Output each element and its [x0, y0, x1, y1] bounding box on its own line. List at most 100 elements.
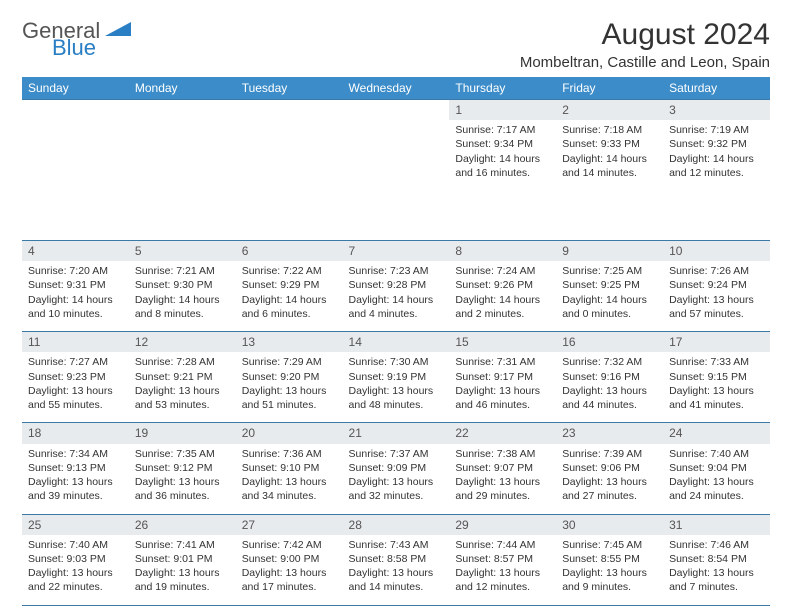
- weekday-header: Wednesday: [343, 77, 450, 100]
- day-number: 4: [22, 241, 129, 261]
- day-details: Sunrise: 7:34 AMSunset: 9:13 PMDaylight:…: [22, 444, 129, 514]
- day-details: Sunrise: 7:31 AMSunset: 9:17 PMDaylight:…: [449, 352, 556, 422]
- day-details: Sunrise: 7:36 AMSunset: 9:10 PMDaylight:…: [236, 444, 343, 514]
- daylight-line: Daylight: 14 hours and 8 minutes.: [135, 293, 230, 321]
- sunrise-line: Sunrise: 7:33 AM: [669, 355, 764, 369]
- weekday-header: Friday: [556, 77, 663, 100]
- sunrise-line: Sunrise: 7:18 AM: [562, 123, 657, 137]
- day-cell: 12Sunrise: 7:28 AMSunset: 9:21 PMDayligh…: [129, 332, 236, 423]
- sunset-line: Sunset: 9:01 PM: [135, 552, 230, 566]
- daylight-line: Daylight: 13 hours and 44 minutes.: [562, 384, 657, 412]
- sunset-line: Sunset: 9:21 PM: [135, 370, 230, 384]
- sunrise-line: Sunrise: 7:32 AM: [562, 355, 657, 369]
- sunset-line: Sunset: 9:19 PM: [349, 370, 444, 384]
- daylight-line: Daylight: 13 hours and 32 minutes.: [349, 475, 444, 503]
- daylight-line: Daylight: 14 hours and 16 minutes.: [455, 152, 550, 180]
- day-number: 16: [556, 332, 663, 352]
- day-number: 15: [449, 332, 556, 352]
- day-details: Sunrise: 7:29 AMSunset: 9:20 PMDaylight:…: [236, 352, 343, 422]
- weekday-header-row: SundayMondayTuesdayWednesdayThursdayFrid…: [22, 77, 770, 100]
- day-number: 11: [22, 332, 129, 352]
- daylight-line: Daylight: 13 hours and 27 minutes.: [562, 475, 657, 503]
- calendar-row: 1Sunrise: 7:17 AMSunset: 9:34 PMDaylight…: [22, 100, 770, 241]
- daylight-line: Daylight: 13 hours and 7 minutes.: [669, 566, 764, 594]
- weekday-header: Thursday: [449, 77, 556, 100]
- sunset-line: Sunset: 9:12 PM: [135, 461, 230, 475]
- day-details: Sunrise: 7:22 AMSunset: 9:29 PMDaylight:…: [236, 261, 343, 331]
- day-number: 29: [449, 515, 556, 535]
- daylight-line: Daylight: 13 hours and 24 minutes.: [669, 475, 764, 503]
- sunrise-line: Sunrise: 7:35 AM: [135, 447, 230, 461]
- month-title: August 2024: [520, 18, 770, 52]
- day-number: 31: [663, 515, 770, 535]
- day-cell: 16 Sunrise: 7:32 AMSunset: 9:16 PMDayligh…: [556, 332, 663, 423]
- sunset-line: Sunset: 9:20 PM: [242, 370, 337, 384]
- daylight-line: Daylight: 14 hours and 10 minutes.: [28, 293, 123, 321]
- day-cell: 30Sunrise: 7:45 AMSunset: 8:55 PMDayligh…: [556, 514, 663, 605]
- day-cell: 7Sunrise: 7:23 AMSunset: 9:28 PMDaylight…: [343, 241, 450, 332]
- sunset-line: Sunset: 9:03 PM: [28, 552, 123, 566]
- day-number: 14: [343, 332, 450, 352]
- day-cell: 25Sunrise: 7:40 AMSunset: 9:03 PMDayligh…: [22, 514, 129, 605]
- day-number: 25: [22, 515, 129, 535]
- day-number: 18: [22, 423, 129, 443]
- day-cell: 9Sunrise: 7:25 AMSunset: 9:25 PMDaylight…: [556, 241, 663, 332]
- sunrise-line: Sunrise: 7:28 AM: [135, 355, 230, 369]
- day-details: Sunrise: 7:24 AMSunset: 9:26 PMDaylight:…: [449, 261, 556, 331]
- day-number: 23: [556, 423, 663, 443]
- calendar-body: 1Sunrise: 7:17 AMSunset: 9:34 PMDaylight…: [22, 100, 770, 606]
- sunrise-line: Sunrise: 7:21 AM: [135, 264, 230, 278]
- calendar-row: 25Sunrise: 7:40 AMSunset: 9:03 PMDayligh…: [22, 514, 770, 605]
- day-number: 26: [129, 515, 236, 535]
- day-cell: 5Sunrise: 7:21 AMSunset: 9:30 PMDaylight…: [129, 241, 236, 332]
- empty-cell: [22, 100, 129, 241]
- sunrise-line: Sunrise: 7:19 AM: [669, 123, 764, 137]
- day-details: Sunrise: 7:17 AMSunset: 9:34 PMDaylight:…: [449, 120, 556, 190]
- sunrise-line: Sunrise: 7:37 AM: [349, 447, 444, 461]
- sunset-line: Sunset: 9:24 PM: [669, 278, 764, 292]
- empty-cell: [343, 100, 450, 241]
- daylight-line: Daylight: 13 hours and 14 minutes.: [349, 566, 444, 594]
- day-details: Sunrise: 7:23 AMSunset: 9:28 PMDaylight:…: [343, 261, 450, 331]
- title-block: August 2024 Mombeltran, Castille and Leo…: [520, 18, 770, 71]
- sunrise-line: Sunrise: 7:46 AM: [669, 538, 764, 552]
- day-details: Sunrise: 7:20 AMSunset: 9:31 PMDaylight:…: [22, 261, 129, 331]
- logo-triangle-icon: [105, 20, 131, 43]
- sunset-line: Sunset: 9:30 PM: [135, 278, 230, 292]
- sunrise-line: Sunrise: 7:27 AM: [28, 355, 123, 369]
- day-details: Sunrise: 7:30 AMSunset: 9:19 PMDaylight:…: [343, 352, 450, 422]
- day-details: Sunrise: 7:38 AMSunset: 9:07 PMDaylight:…: [449, 444, 556, 514]
- day-cell: 4Sunrise: 7:20 AMSunset: 9:31 PMDaylight…: [22, 241, 129, 332]
- day-cell: 13Sunrise: 7:29 AMSunset: 9:20 PMDayligh…: [236, 332, 343, 423]
- day-cell: 1Sunrise: 7:17 AMSunset: 9:34 PMDaylight…: [449, 100, 556, 241]
- day-details: Sunrise: 7:40 AMSunset: 9:04 PMDaylight:…: [663, 444, 770, 514]
- day-cell: 3Sunrise: 7:19 AMSunset: 9:32 PMDaylight…: [663, 100, 770, 241]
- day-cell: 28Sunrise: 7:43 AMSunset: 8:58 PMDayligh…: [343, 514, 450, 605]
- day-number: 24: [663, 423, 770, 443]
- day-details: Sunrise: 7:41 AMSunset: 9:01 PMDaylight:…: [129, 535, 236, 605]
- day-number: 20: [236, 423, 343, 443]
- sunrise-line: Sunrise: 7:44 AM: [455, 538, 550, 552]
- empty-cell: [129, 100, 236, 241]
- daylight-line: Daylight: 13 hours and 53 minutes.: [135, 384, 230, 412]
- sunrise-line: Sunrise: 7:38 AM: [455, 447, 550, 461]
- sunset-line: Sunset: 9:13 PM: [28, 461, 123, 475]
- day-details: Sunrise: 7:43 AMSunset: 8:58 PMDaylight:…: [343, 535, 450, 605]
- weekday-header: Monday: [129, 77, 236, 100]
- day-cell: 22Sunrise: 7:38 AMSunset: 9:07 PMDayligh…: [449, 423, 556, 514]
- sunset-line: Sunset: 9:09 PM: [349, 461, 444, 475]
- day-details: Sunrise: 7:27 AMSunset: 9:23 PMDaylight:…: [22, 352, 129, 422]
- sunset-line: Sunset: 9:15 PM: [669, 370, 764, 384]
- sunrise-line: Sunrise: 7:45 AM: [562, 538, 657, 552]
- day-details: Sunrise: 7:42 AMSunset: 9:00 PMDaylight:…: [236, 535, 343, 605]
- day-cell: 26Sunrise: 7:41 AMSunset: 9:01 PMDayligh…: [129, 514, 236, 605]
- day-number: 22: [449, 423, 556, 443]
- header: General August 2024 Mombeltran, Castille…: [22, 18, 770, 71]
- daylight-line: Daylight: 14 hours and 12 minutes.: [669, 152, 764, 180]
- sunrise-line: Sunrise: 7:22 AM: [242, 264, 337, 278]
- daylight-line: Daylight: 13 hours and 29 minutes.: [455, 475, 550, 503]
- sunset-line: Sunset: 9:16 PM: [562, 370, 657, 384]
- day-number: 28: [343, 515, 450, 535]
- day-details: Sunrise: 7:25 AMSunset: 9:25 PMDaylight:…: [556, 261, 663, 331]
- daylight-line: Daylight: 13 hours and 36 minutes.: [135, 475, 230, 503]
